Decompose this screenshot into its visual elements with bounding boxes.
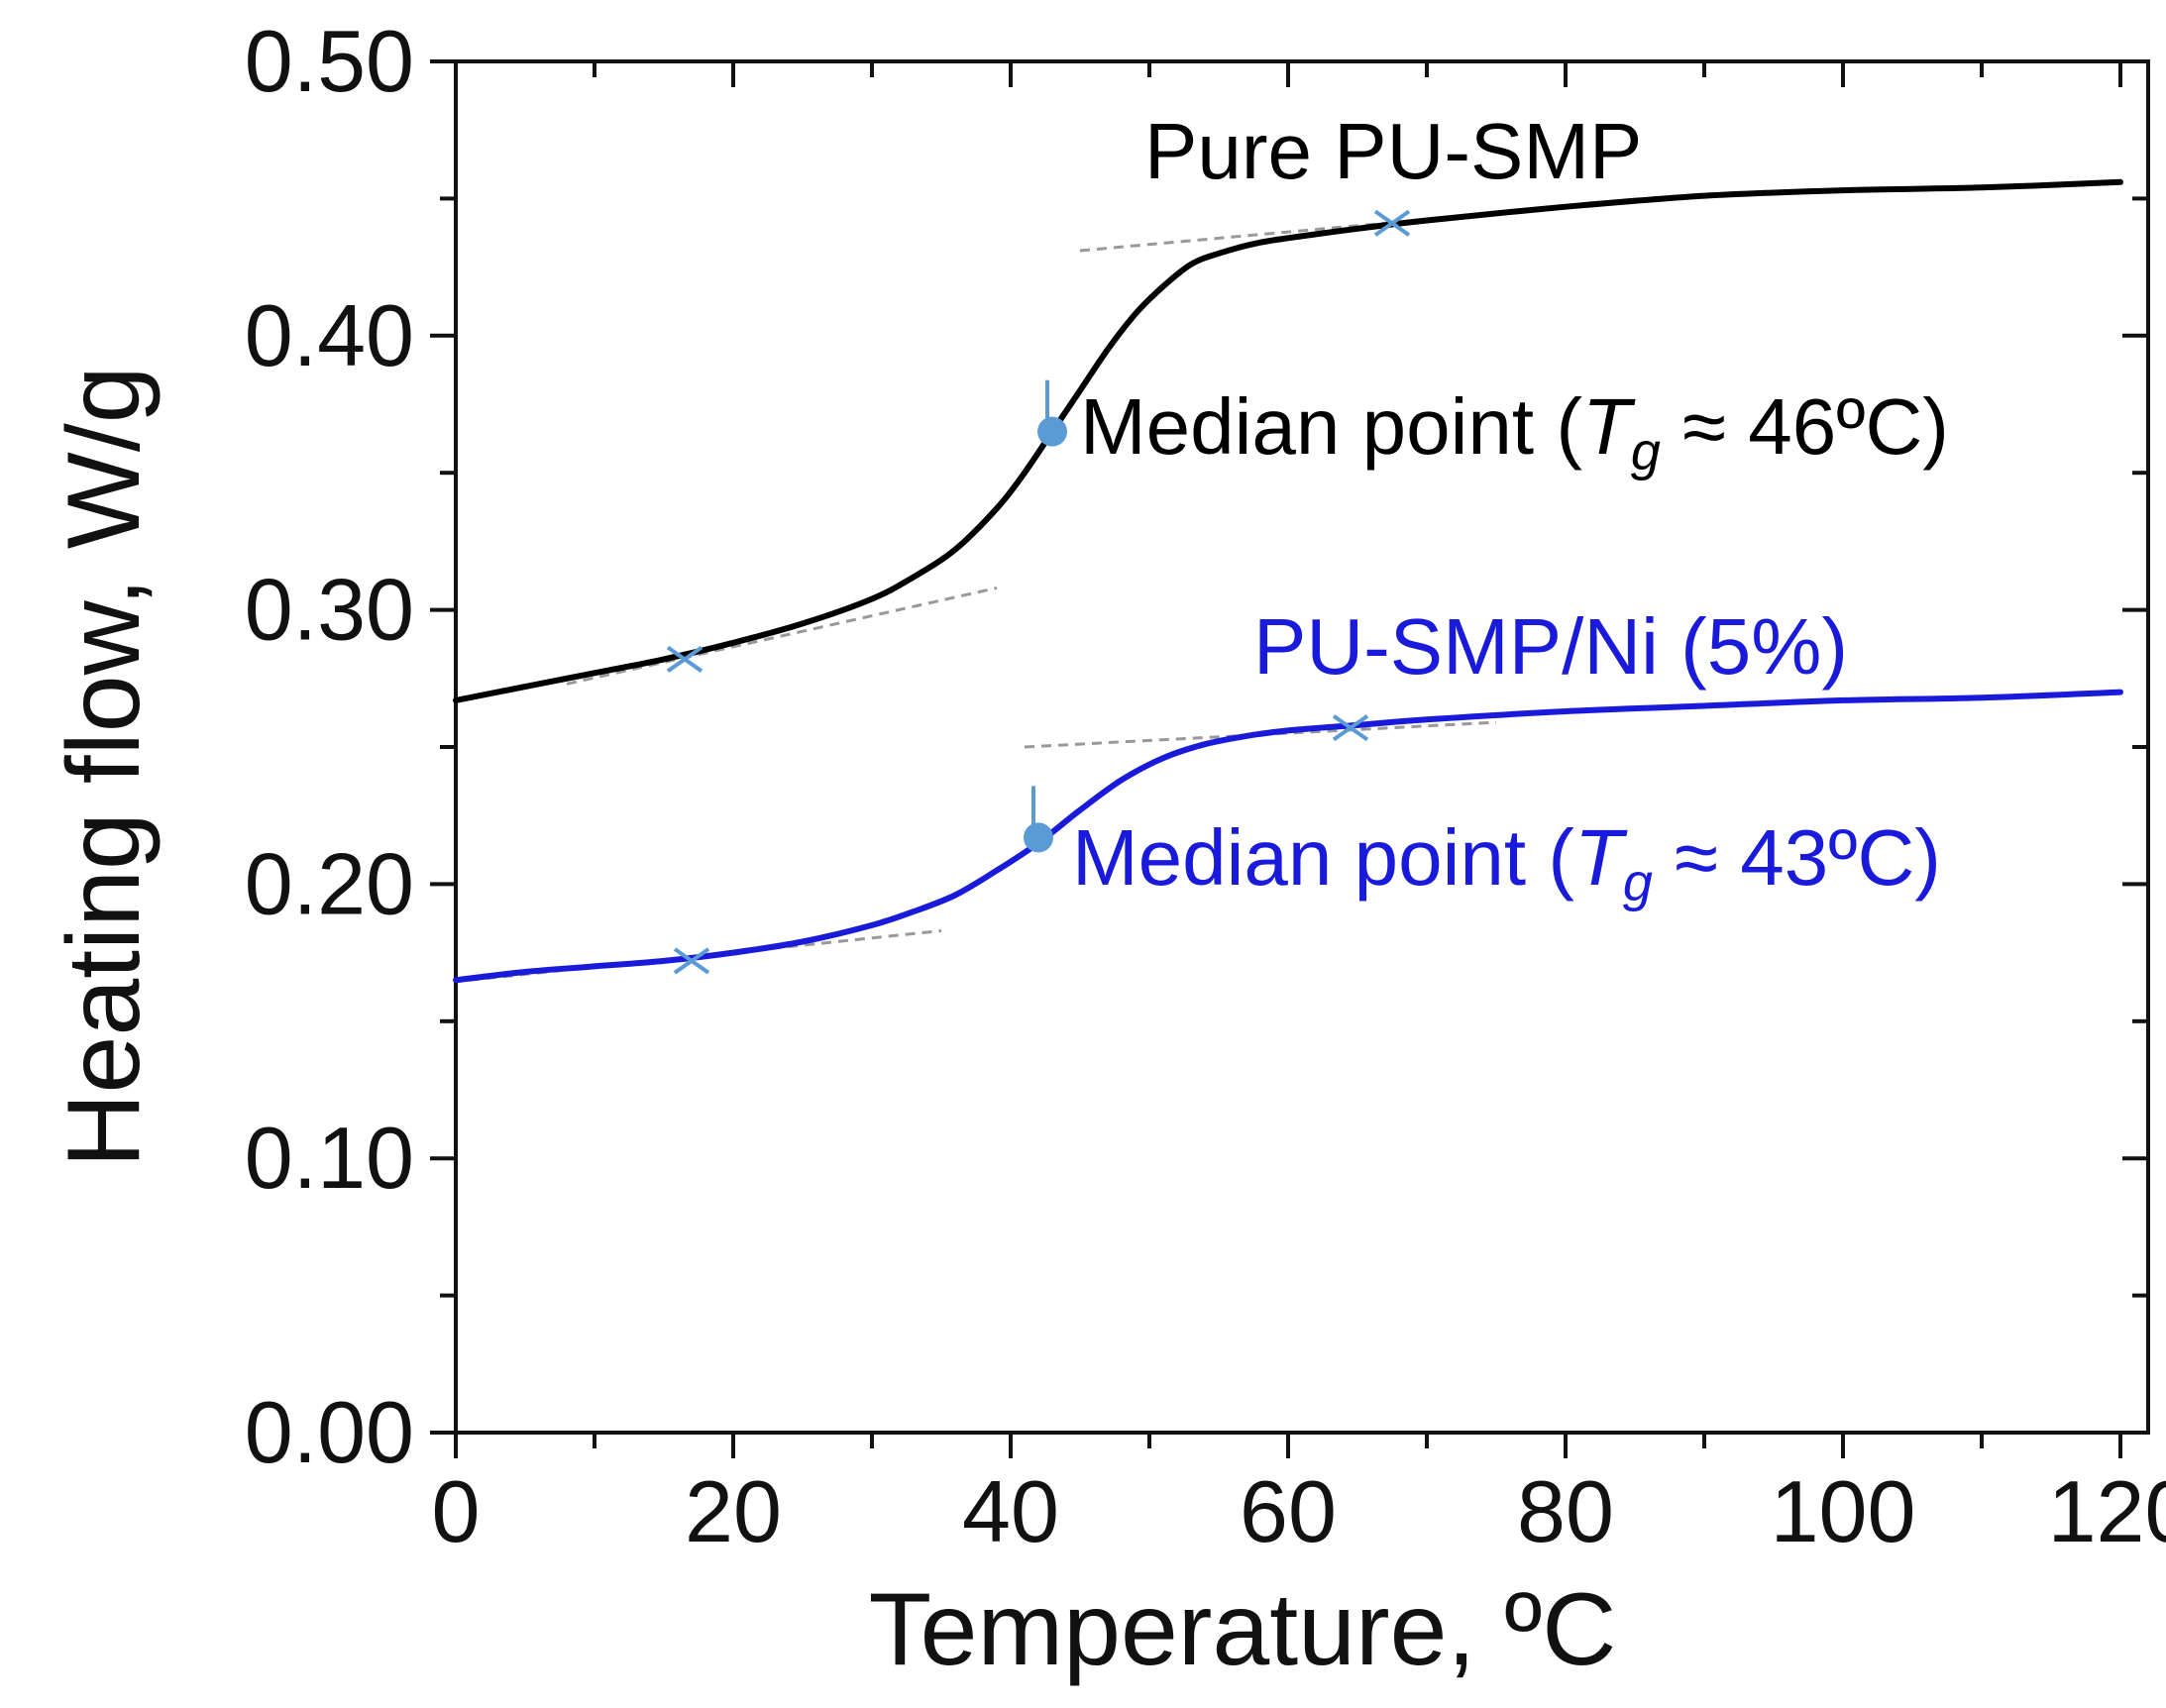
- plot-area: [453, 178, 2123, 984]
- x-tick-label: 20: [685, 1462, 782, 1560]
- pu-smp-ni-end-marker-stroke: [1332, 714, 1369, 742]
- pure-pu-smp-end-marker-stroke: [1373, 209, 1411, 237]
- y-tick-label: 0.20: [245, 834, 414, 932]
- annotation-prefix: Median point (: [1080, 382, 1582, 471]
- pu-smp-ni-curve: [453, 689, 2123, 984]
- y-tick-label: 0.40: [245, 286, 414, 384]
- pure-pu-smp-label: Pure PU-SMP: [1144, 107, 1642, 195]
- x-tick-label: 0: [432, 1462, 481, 1560]
- pure-pu-smp-onset-marker-stroke: [666, 645, 704, 673]
- x-tick-label: 120: [2048, 1462, 2166, 1560]
- x-tick-label: 100: [1771, 1462, 1916, 1560]
- annotation-suffix: ≈ 46ºC): [1661, 382, 1949, 471]
- pure-pu-smp-onset-marker: [666, 645, 704, 673]
- pu-smp-ni-onset-marker-stroke: [673, 947, 710, 975]
- pure-pu-smp-end-marker: [1373, 209, 1411, 237]
- pure-pu-smp-tangent-before: [566, 586, 998, 686]
- annotation-prefix: Median point (: [1072, 813, 1574, 902]
- pu-smp-ni-end-marker: [1332, 714, 1369, 742]
- axes: 0 20 40 60 80 100 120 0.00 0.10 0.20 0.30 0.40 0.50 T…: [47, 12, 2166, 1687]
- pure-pu-smp-median-point: [1037, 416, 1067, 447]
- pu-smp-ni-onset-marker: [673, 947, 710, 975]
- y-tick-label: 0.50: [245, 12, 414, 110]
- pure-pu-smp-median-annotation: Median point (Tg ≈ 46ºC): [1080, 382, 1949, 481]
- annotation-symbol: T: [1582, 382, 1636, 471]
- y-tick-label: 0.00: [245, 1383, 414, 1481]
- pu-smp-ni-label: PU-SMP/Ni (5%): [1253, 602, 1848, 691]
- y-axis-title: Heating flow, W/g: [47, 366, 162, 1167]
- y-tick-label: 0.30: [245, 561, 414, 659]
- annotation-subscript: g: [1631, 422, 1661, 481]
- x-tick-label: 80: [1517, 1462, 1614, 1560]
- x-tick-label: 40: [962, 1462, 1059, 1560]
- plot-frame: [454, 59, 2150, 1435]
- x-axis-title: Temperature, ºC: [869, 1572, 1617, 1687]
- pure-pu-smp-tangent-after: [1079, 207, 1539, 253]
- pu-smp-ni-median-annotation: Median point (Tg ≈ 43ºC): [1072, 813, 1941, 912]
- annotation-subscript: g: [1623, 853, 1653, 912]
- x-tick-label: 60: [1240, 1462, 1337, 1560]
- y-tick-label: 0.10: [245, 1109, 414, 1207]
- annotation-symbol: T: [1574, 813, 1628, 902]
- pu-smp-ni-median-point: [1024, 822, 1053, 853]
- pure-pu-smp-curve: [453, 178, 2123, 703]
- annotation-suffix: ≈ 43ºC): [1653, 813, 1941, 902]
